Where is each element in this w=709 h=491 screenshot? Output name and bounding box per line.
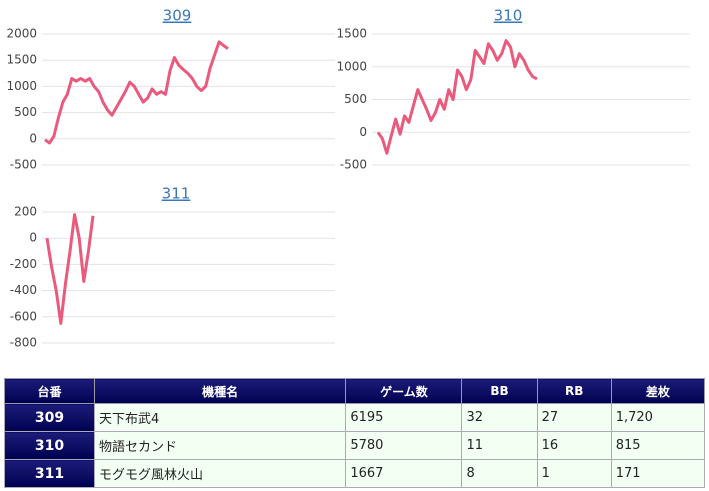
y-tick-label: 500 — [344, 92, 367, 106]
data-table: 台番 機種名 ゲーム数 BB RB 差枚 309 天下布武4 6195 32 27 1,720 310 物… — [3, 378, 706, 488]
header-cell: 台番 — [3, 378, 96, 404]
table-cell: 171 — [610, 459, 706, 488]
y-tick-label: 0 — [29, 131, 37, 145]
y-tick-label: 0 — [359, 125, 367, 139]
machine-number: 309 — [3, 403, 96, 432]
table-cell: 物語セカンド — [94, 431, 347, 460]
table-cell: 11 — [461, 431, 538, 460]
header-row: 台番 機種名 ゲーム数 BB RB 差枚 — [3, 378, 706, 404]
header-cell: 差枚 — [610, 378, 706, 404]
data-line — [44, 40, 229, 145]
y-tick-label: -200 — [10, 257, 37, 271]
table-cell: 16 — [536, 431, 612, 460]
table-cell: 1667 — [345, 459, 463, 488]
table-cell: 8 — [461, 459, 538, 488]
y-tick-label: 1500 — [6, 53, 37, 67]
header-cell: ゲーム数 — [345, 378, 463, 404]
table-cell: モグモグ風林火山 — [94, 459, 347, 488]
chart-title[interactable]: 310 — [494, 7, 523, 25]
table-row: 310 物語セカンド 5780 11 16 815 — [3, 431, 706, 460]
chart-title[interactable]: 311 — [162, 185, 191, 203]
chart-title[interactable]: 309 — [163, 7, 192, 25]
table-cell: 1,720 — [610, 403, 706, 432]
table-cell: 32 — [461, 403, 538, 432]
table-cell: 6195 — [345, 403, 463, 432]
y-tick-label: 1500 — [336, 27, 367, 41]
y-tick-label: 2000 — [6, 27, 37, 41]
machine-number: 310 — [3, 431, 96, 460]
header-cell: BB — [461, 378, 538, 404]
machine-number: 311 — [3, 459, 96, 488]
y-tick-label: 1000 — [336, 59, 367, 73]
data-line — [45, 213, 95, 325]
table-row: 311 モグモグ風林火山 1667 8 1 171 — [3, 459, 706, 488]
y-tick-label: -500 — [10, 158, 37, 172]
y-tick-label: 0 — [29, 231, 37, 245]
y-tick-label: 1000 — [6, 79, 37, 93]
y-tick-label: -800 — [10, 336, 37, 350]
header-cell: RB — [536, 378, 612, 404]
charts: 309-5000500100015002000310-5000500100015… — [6, 7, 690, 350]
table-cell: 天下布武4 — [94, 403, 347, 432]
table-cell: 27 — [536, 403, 612, 432]
table-cell: 5780 — [345, 431, 463, 460]
y-tick-label: 200 — [14, 205, 37, 219]
y-tick-label: -600 — [10, 309, 37, 323]
y-tick-label: -400 — [10, 283, 37, 297]
y-tick-label: 500 — [14, 105, 37, 119]
y-tick-label: -500 — [340, 158, 367, 172]
data-line — [376, 39, 538, 155]
table-cell: 1 — [536, 459, 612, 488]
header-cell: 機種名 — [94, 378, 347, 404]
table-cell: 815 — [610, 431, 706, 460]
table-row: 309 天下布武4 6195 32 27 1,720 — [3, 403, 706, 432]
